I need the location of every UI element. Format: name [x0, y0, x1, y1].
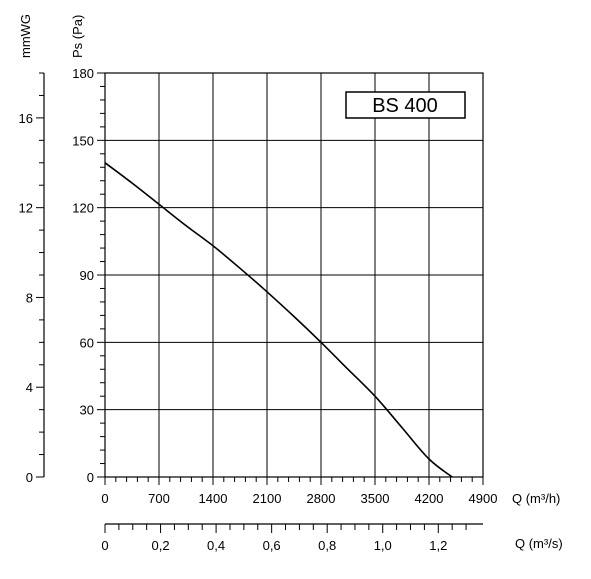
mmwg-axis: 0 4 8 12 16	[19, 72, 45, 485]
x-axis-title: Q (m³/h)	[512, 491, 560, 506]
y-tick-label: 0	[87, 470, 94, 485]
y-tick-label: 30	[80, 403, 94, 418]
x-tick-label: 3500	[361, 491, 390, 506]
mmwg-tick-label: 4	[26, 380, 33, 395]
x-tick-label: 700	[148, 491, 170, 506]
x-tick-label: 2800	[307, 491, 336, 506]
x2-tick-label: 1,0	[374, 538, 392, 553]
mmwg-tick-label: 16	[19, 111, 33, 126]
grid	[105, 73, 483, 477]
y-tick-label: 90	[80, 268, 94, 283]
y-axis-title: Ps (Pa)	[70, 15, 85, 58]
x2-tick-label: 0,8	[318, 538, 336, 553]
x-tick-label: 0	[101, 491, 108, 506]
x2-tick-label: 1,2	[429, 538, 447, 553]
x-tick-label: 2100	[253, 491, 282, 506]
mmwg-axis-title: mmWG	[18, 14, 33, 58]
mmwg-tick-label: 8	[26, 290, 33, 305]
x2-tick-label: 0	[101, 538, 108, 553]
mmwg-tick-label: 12	[19, 201, 33, 216]
x-tick-label: 1400	[199, 491, 228, 506]
x-tick-labels: 0 700 1400 2100 2800 3500 4200 4900	[101, 491, 497, 506]
y-tick-label: 180	[72, 66, 94, 81]
mmwg-tick-label: 0	[26, 470, 33, 485]
x2-axis-title: Q (m³/s)	[515, 536, 563, 551]
performance-curve	[104, 162, 453, 478]
y-tick-label: 60	[80, 335, 94, 350]
y-tick-labels: 0 30 60 90 120 150 180	[72, 66, 94, 485]
minor-ticks	[97, 72, 484, 485]
series-layer	[104, 162, 453, 478]
x-tick-label: 4200	[415, 491, 444, 506]
y-tick-label: 150	[72, 133, 94, 148]
x2-tick-label: 0,2	[152, 538, 170, 553]
model-label-box	[345, 91, 466, 119]
x2-tick-label: 0,4	[207, 538, 225, 553]
model-label: BS 400	[372, 95, 438, 117]
y-tick-label: 120	[72, 201, 94, 216]
x2-tick-label: 0,6	[263, 538, 281, 553]
x2-axis: 0 0,2 0,4 0,6 0,8 1,0 1,2	[101, 523, 483, 553]
x-tick-label: 4900	[469, 491, 498, 506]
